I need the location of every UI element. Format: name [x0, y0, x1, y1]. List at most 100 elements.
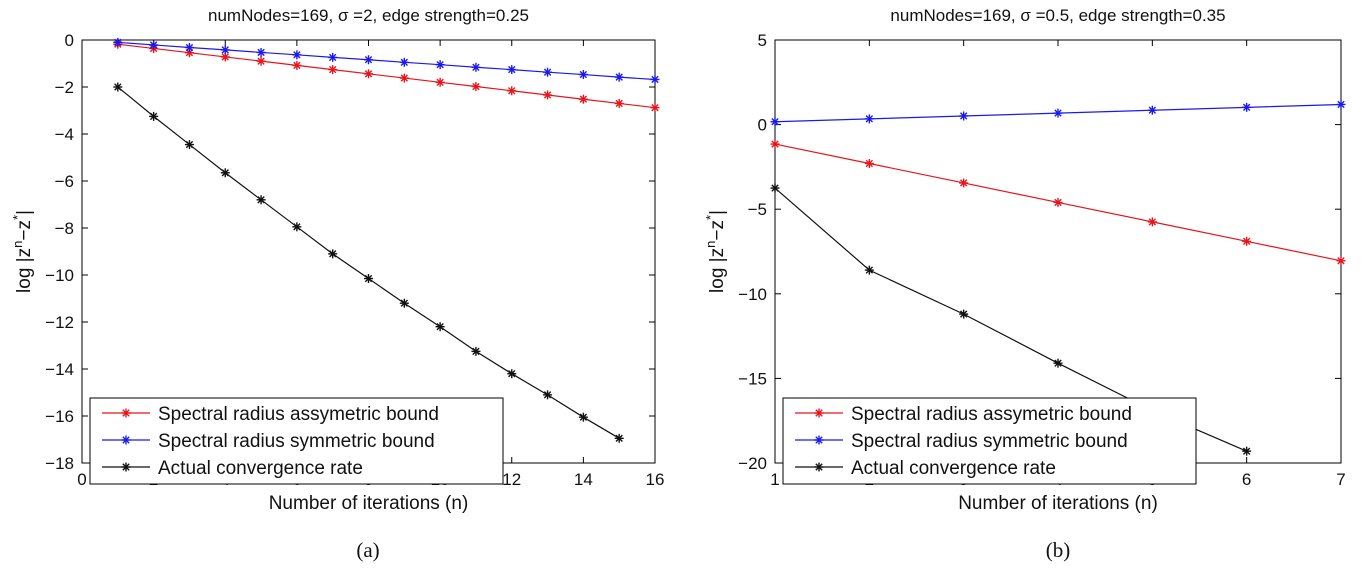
- x-tick-label: 7: [1336, 470, 1345, 489]
- data-point: [650, 74, 660, 84]
- data-point: [149, 40, 159, 50]
- data-point: [864, 159, 874, 169]
- legend-label: Spectral radius symmetric bound: [851, 431, 1128, 452]
- data-point: [543, 390, 553, 400]
- data-point: [578, 412, 588, 422]
- legend-label: Spectral radius assymetric bound: [851, 404, 1132, 425]
- data-point: [770, 117, 780, 127]
- series-1: [113, 39, 660, 113]
- legend-label: Actual convergence rate: [158, 458, 363, 479]
- y-axis-label: log |zn−z*|: [703, 210, 728, 293]
- legend-marker: [814, 435, 824, 445]
- data-point: [364, 274, 373, 284]
- data-point: [220, 168, 230, 178]
- data-point: [364, 69, 373, 79]
- data-point: [256, 195, 266, 205]
- legend: Spectral radius assymetric bound Spectral…: [89, 397, 504, 485]
- data-point: [149, 111, 159, 121]
- data-point: [507, 86, 517, 96]
- data-point: [471, 62, 481, 72]
- data-point: [435, 322, 445, 332]
- legend-marker: [121, 408, 131, 418]
- data-point: [184, 43, 194, 53]
- x-axis-label: Number of iterations (n): [958, 493, 1158, 514]
- chart-panel-a: 02468101214160−2−4−6−8−10−12−14−16−18num…: [10, 6, 664, 562]
- series-line: [117, 43, 656, 109]
- data-point: [578, 94, 588, 104]
- series-3: [113, 82, 624, 443]
- y-tick-label: −14: [45, 360, 74, 379]
- data-point: [399, 298, 409, 308]
- data-point: [328, 52, 338, 62]
- data-point: [292, 222, 302, 232]
- data-point: [507, 369, 517, 379]
- figure-caption: (b): [1046, 538, 1071, 562]
- data-point: [1053, 358, 1063, 368]
- data-point: [614, 72, 624, 82]
- legend-marker: [121, 435, 131, 445]
- y-tick-label: −5: [748, 200, 767, 219]
- data-point: [292, 50, 302, 60]
- data-point: [864, 114, 874, 124]
- legend-item: Spectral radius symmetric bound: [102, 431, 435, 452]
- legend: Spectral radius assymetric bound Spectral…: [782, 397, 1197, 485]
- legend-label: Actual convergence rate: [851, 458, 1056, 479]
- y-tick-label: −8: [55, 219, 74, 238]
- data-point: [959, 309, 969, 319]
- data-point: [328, 65, 338, 75]
- x-tick-label: 6: [1242, 470, 1251, 489]
- y-axis-label: log |zn−z*|: [10, 210, 35, 293]
- x-tick-label: 14: [574, 470, 593, 489]
- legend-box: [89, 397, 504, 485]
- data-point: [864, 265, 874, 275]
- legend-item: Spectral radius symmetric bound: [795, 431, 1128, 452]
- y-tick-label: −4: [55, 125, 74, 144]
- y-tick-label: −20: [738, 454, 767, 473]
- legend-marker: [814, 408, 824, 418]
- legend-label: Spectral radius assymetric bound: [158, 404, 439, 425]
- data-point: [770, 139, 780, 149]
- data-point: [614, 98, 624, 108]
- legend-item: Spectral radius assymetric bound: [795, 404, 1132, 425]
- y-tick-label: 5: [758, 31, 767, 50]
- series-1: [770, 139, 1346, 266]
- legend-marker: [121, 462, 131, 472]
- data-point: [220, 45, 230, 55]
- x-axis-label: Number of iterations (n): [269, 493, 469, 514]
- y-tick-label: −10: [45, 266, 74, 285]
- legend-item: Actual convergence rate: [795, 458, 1056, 479]
- x-tick-label: 16: [646, 470, 665, 489]
- data-point: [1242, 446, 1252, 456]
- data-point: [184, 140, 194, 150]
- data-point: [650, 103, 660, 113]
- data-point: [435, 60, 445, 70]
- data-point: [1336, 256, 1346, 266]
- data-point: [328, 249, 338, 259]
- data-point: [435, 77, 445, 87]
- data-point: [292, 60, 302, 70]
- data-point: [543, 67, 553, 77]
- data-point: [113, 37, 123, 47]
- data-point: [471, 82, 481, 92]
- data-point: [1053, 197, 1063, 207]
- y-tick-label: −18: [45, 454, 74, 473]
- y-tick-label: −6: [55, 172, 74, 191]
- data-point: [1053, 108, 1063, 118]
- data-point: [959, 178, 969, 188]
- x-tick-label: 0: [77, 470, 86, 489]
- data-point: [1147, 217, 1157, 227]
- data-point: [614, 433, 624, 443]
- data-point: [256, 56, 266, 66]
- series-line: [117, 41, 656, 81]
- data-point: [399, 57, 409, 67]
- y-tick-label: −12: [45, 313, 74, 332]
- data-point: [543, 90, 553, 100]
- data-point: [471, 346, 481, 356]
- x-tick-label: 1: [770, 470, 779, 489]
- figure-caption: (a): [356, 538, 379, 562]
- data-point: [770, 183, 780, 193]
- series-2: [113, 37, 660, 84]
- data-point: [578, 70, 588, 80]
